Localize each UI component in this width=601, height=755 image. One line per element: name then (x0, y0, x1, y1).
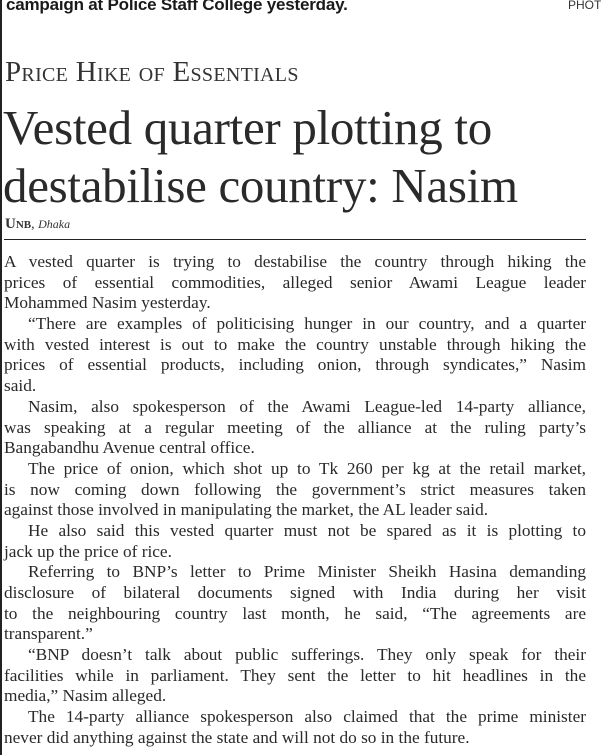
article-line: with vested interest is out to make the … (4, 334, 586, 354)
article-line: transparent.” (4, 624, 93, 644)
byline-agency: Unb (5, 216, 32, 232)
article-line: to the neighbouring country last month, … (4, 603, 586, 623)
article-body: A vested quarter is trying to destabilis… (4, 252, 586, 749)
article-line: A vested quarter is trying to destabilis… (4, 252, 586, 271)
article-line: Mohammed Nasim yesterday. (4, 293, 211, 313)
article-line: never did anything against the state and… (4, 727, 470, 747)
article-line: disclosure of bilateral documents signed… (4, 583, 586, 602)
column-rule (0, 0, 2, 755)
article-line: He also said this vested quarter must no… (28, 520, 586, 540)
byline-place: Dhaka (38, 217, 71, 231)
article-line: Referring to BNP’s letter to Prime Minis… (28, 562, 586, 582)
article-line: said. (4, 376, 37, 396)
article-line: prices of essential commodities, alleged… (4, 272, 586, 292)
photo-credit: PHOT (568, 0, 601, 12)
article-headline: Vested quarter plotting to destabilise c… (3, 99, 518, 215)
article-line: The 14-party alliance spokesperson also … (28, 707, 586, 727)
headline-line: destabilise country: Nasim (3, 158, 518, 213)
article-line: facilities while in parliament. They sen… (4, 665, 586, 685)
article-line: “BNP doesn’t talk about public suffering… (28, 645, 586, 665)
byline-divider (4, 239, 586, 240)
article-line: prices of essential products, including … (4, 355, 586, 375)
article-kicker: Price Hike of Essentials (5, 56, 299, 88)
article-line: against those involved in manipulating t… (4, 500, 489, 520)
article-line: was speaking at a regular meeting of the… (4, 417, 586, 437)
article-line: jack up the price of rice. (4, 541, 172, 561)
article-line: “There are examples of politicising hung… (28, 314, 586, 334)
article-line: Bangabandhu Avenue central office. (4, 438, 255, 458)
article-line: media,” Nasim alleged. (4, 686, 167, 706)
article-line: Nasim, also spokesperson of the Awami Le… (28, 396, 586, 416)
headline-line: Vested quarter plotting to (3, 100, 492, 155)
article-line: The price of onion, which shot up to Tk … (28, 458, 586, 478)
byline: Unb, Dhaka (5, 216, 71, 232)
photo-caption: campaign at Police Staff College yesterd… (6, 0, 348, 14)
article-line: is now coming down following the governm… (4, 479, 586, 499)
